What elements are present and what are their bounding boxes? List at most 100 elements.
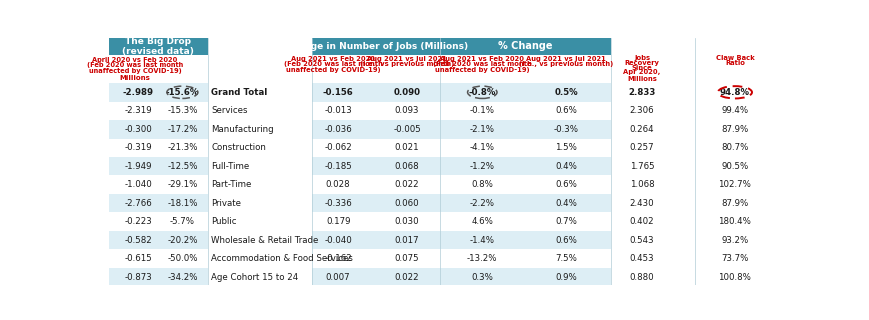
Text: 0.093: 0.093 <box>395 106 419 115</box>
Text: 80.7%: 80.7% <box>720 143 748 152</box>
Text: Public: Public <box>211 217 236 226</box>
Text: -0.1%: -0.1% <box>469 106 494 115</box>
Text: 0.007: 0.007 <box>326 273 350 282</box>
Text: 0.060: 0.060 <box>395 199 419 208</box>
Text: 0.402: 0.402 <box>629 217 653 226</box>
Text: 0.022: 0.022 <box>395 273 419 282</box>
Text: -1.040: -1.040 <box>124 180 152 189</box>
Text: % Change: % Change <box>498 42 553 52</box>
Text: 0.8%: 0.8% <box>471 180 493 189</box>
Text: 0.4%: 0.4% <box>554 199 576 208</box>
Text: -0.040: -0.040 <box>324 236 352 244</box>
Bar <box>610 212 693 231</box>
Text: 0.179: 0.179 <box>326 217 350 226</box>
Bar <box>311 231 440 249</box>
Text: 90.5%: 90.5% <box>720 162 747 171</box>
Text: (Feb 2020 was last month: (Feb 2020 was last month <box>284 61 382 68</box>
Text: 0.880: 0.880 <box>629 273 653 282</box>
Text: 2.833: 2.833 <box>627 88 655 97</box>
Text: 7.5%: 7.5% <box>554 254 576 263</box>
Bar <box>311 175 440 194</box>
Text: 1.765: 1.765 <box>629 162 653 171</box>
Text: -2.2%: -2.2% <box>469 199 494 208</box>
Bar <box>610 175 693 194</box>
Bar <box>693 101 782 120</box>
Text: Aug 2021 vs Jul 2021: Aug 2021 vs Jul 2021 <box>367 56 447 62</box>
Bar <box>109 268 208 286</box>
Text: 73.7%: 73.7% <box>720 254 748 263</box>
Bar <box>693 139 782 157</box>
Bar <box>610 139 693 157</box>
Bar <box>693 175 782 194</box>
Text: -0.3%: -0.3% <box>553 125 578 134</box>
Text: 2.430: 2.430 <box>629 199 653 208</box>
Bar <box>311 120 440 139</box>
Bar <box>311 249 440 268</box>
Text: Wholesale & Retail Trade: Wholesale & Retail Trade <box>211 236 318 244</box>
Text: -0.013: -0.013 <box>324 106 352 115</box>
Text: Recovery: Recovery <box>624 60 659 66</box>
Text: 87.9%: 87.9% <box>720 199 747 208</box>
Text: 0.7%: 0.7% <box>554 217 576 226</box>
Bar <box>693 83 782 101</box>
Bar <box>109 231 208 249</box>
Bar <box>208 212 311 231</box>
Text: Aug 2021 vs Feb 2020: Aug 2021 vs Feb 2020 <box>291 56 375 62</box>
Text: -0.162: -0.162 <box>324 254 352 263</box>
Bar <box>693 249 782 268</box>
Text: -0.156: -0.156 <box>322 88 353 97</box>
Text: 0.9%: 0.9% <box>554 273 576 282</box>
Text: -50.0%: -50.0% <box>167 254 197 263</box>
Text: (i.e., vs previous month): (i.e., vs previous month) <box>360 61 454 68</box>
Text: Full-Time: Full-Time <box>211 162 249 171</box>
Text: 0.017: 0.017 <box>395 236 419 244</box>
Bar <box>109 38 208 55</box>
Bar <box>208 231 311 249</box>
Text: April 2020 vs Feb 2020: April 2020 vs Feb 2020 <box>92 57 177 63</box>
Bar <box>440 83 610 101</box>
Text: Private: Private <box>211 199 241 208</box>
Text: Accommodation & Food Services: Accommodation & Food Services <box>211 254 353 263</box>
Text: -13.2%: -13.2% <box>467 254 497 263</box>
Text: -0.185: -0.185 <box>324 162 352 171</box>
Bar <box>208 249 311 268</box>
Bar <box>311 83 440 101</box>
Text: -12.5%: -12.5% <box>167 162 197 171</box>
Bar <box>693 120 782 139</box>
Text: 100.8%: 100.8% <box>718 273 751 282</box>
Bar <box>208 101 311 120</box>
Text: 0.030: 0.030 <box>395 217 419 226</box>
Text: unaffected by COVID-19): unaffected by COVID-19) <box>286 67 381 73</box>
Bar <box>311 194 440 212</box>
Bar <box>440 120 610 139</box>
Text: -0.319: -0.319 <box>124 143 152 152</box>
Text: 0.257: 0.257 <box>629 143 653 152</box>
Text: Jobs: Jobs <box>634 55 649 61</box>
Bar <box>208 175 311 194</box>
Bar <box>440 231 610 249</box>
Text: -17.2%: -17.2% <box>167 125 197 134</box>
Text: 0.264: 0.264 <box>629 125 653 134</box>
Text: Since: Since <box>631 65 652 71</box>
Bar <box>109 212 208 231</box>
Text: -5.7%: -5.7% <box>169 217 195 226</box>
Text: -0.582: -0.582 <box>124 236 152 244</box>
Bar <box>311 139 440 157</box>
Bar <box>208 157 311 175</box>
Text: 0.4%: 0.4% <box>554 162 576 171</box>
Bar <box>693 231 782 249</box>
Bar <box>440 139 610 157</box>
Bar <box>440 268 610 286</box>
Text: Millions: Millions <box>627 76 656 82</box>
Text: -34.2%: -34.2% <box>167 273 197 282</box>
Bar <box>610 83 693 101</box>
Bar <box>109 175 208 194</box>
Bar <box>610 120 693 139</box>
Bar <box>208 268 311 286</box>
Text: -0.223: -0.223 <box>124 217 152 226</box>
Text: -0.8%: -0.8% <box>468 88 495 97</box>
Text: Services: Services <box>211 106 248 115</box>
Text: -21.3%: -21.3% <box>167 143 197 152</box>
Text: Grand Total: Grand Total <box>211 88 267 97</box>
Text: -15.3%: -15.3% <box>167 106 197 115</box>
